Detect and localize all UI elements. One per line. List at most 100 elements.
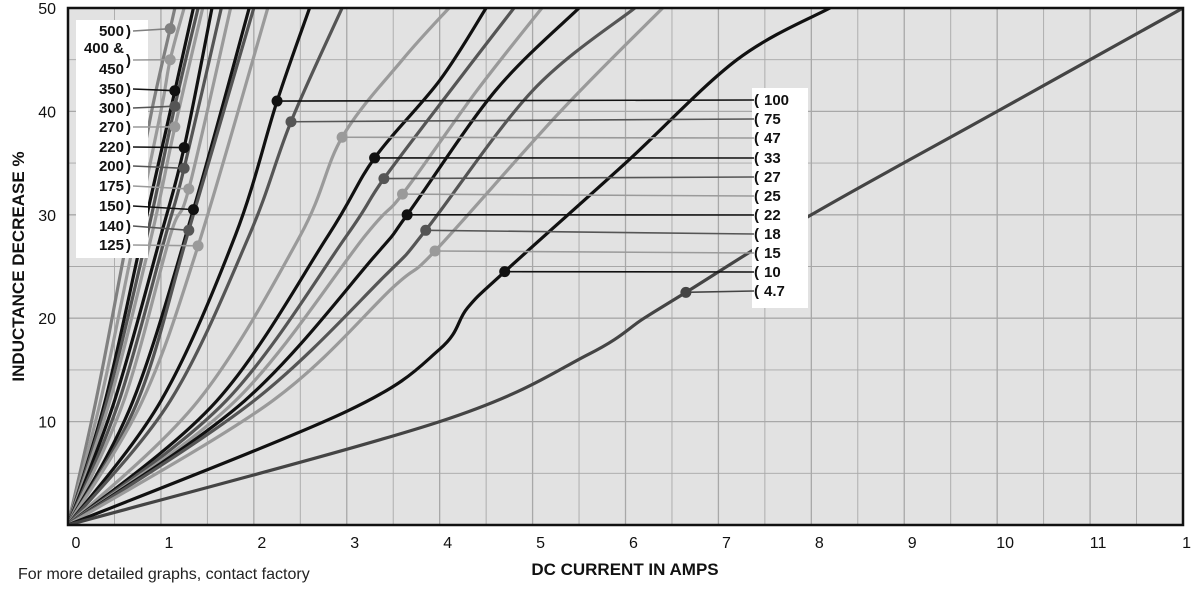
y-tick-label: 40 [38,104,56,121]
series-label: 15 [764,245,781,262]
paren-mark: ( [754,150,759,167]
right-label-box [752,88,808,308]
series-labels: )500)400 &450)350)300)270)220)200)175)15… [76,20,808,308]
series-line-10 [68,8,832,525]
series-line-4-7 [68,8,1183,525]
series-label: 33 [764,150,781,167]
series-line-75 [68,8,344,525]
paren-mark: ) [126,198,131,215]
leader-line [132,27,171,32]
series-label: 270 [99,119,124,136]
leader-line [342,136,755,139]
series-line-175 [68,8,233,525]
y-axis-label: INDUCTANCE DECREASE % [9,151,28,381]
paren-mark: ) [126,139,131,156]
paren-mark: ( [754,283,759,300]
x-tick-label: 12 [1182,535,1191,552]
paren-mark: ( [754,264,759,281]
leader-line [132,185,189,190]
x-axis-label: DC CURRENT IN AMPS [531,560,718,579]
leader-line [402,193,755,197]
paren-mark: ) [126,100,131,117]
series-marker [183,224,195,236]
footnote: For more detailed graphs, contact factor… [18,566,310,583]
series-marker [499,266,511,278]
series-marker [169,121,181,133]
series-marker [397,188,408,200]
series-marker [401,209,413,221]
series-marker [271,95,283,107]
series-marker [336,131,348,143]
series-lines [68,8,1183,525]
paren-mark: ( [754,111,759,128]
y-tick-label: 20 [38,311,56,328]
series-marker [187,204,199,216]
series-label: 10 [764,264,781,281]
series-marker [178,142,190,154]
series-label: 350 [99,81,124,98]
paren-mark: ( [754,92,759,109]
leader-line [132,205,194,211]
series-label: 4.7 [764,283,785,300]
tick-labels: 01234567891011121020304050 [38,1,1191,552]
series-line-100 [68,8,312,525]
paren-mark: ( [754,245,759,262]
paren-mark: ( [754,207,759,224]
series-label: 25 [764,188,781,205]
paren-mark: ( [754,188,759,205]
paren-mark: ( [754,226,759,243]
paren-mark: ( [754,169,759,186]
leader-line [132,244,199,247]
y-tick-label: 10 [38,415,56,432]
series-marker [169,85,181,97]
paren-mark: ) [126,23,131,40]
series-marker [420,224,432,236]
leader-line [132,88,175,92]
x-tick-label: 6 [629,535,638,552]
x-tick-label: 10 [996,535,1014,552]
series-line-47 [68,8,451,525]
series-label: 100 [764,92,789,109]
series-label: 450 [99,61,124,78]
series-label: 18 [764,226,781,243]
series-marker [369,152,381,164]
series-marker [169,100,181,112]
leader-line [425,229,755,235]
x-tick-label: 5 [536,535,545,552]
series-marker [164,54,176,66]
series-marker [680,286,692,298]
series-marker [178,162,190,174]
series-line-150 [68,8,251,525]
series-label: 47 [764,130,781,147]
leader-line [132,146,185,149]
leader-line [132,165,185,170]
series-label: 27 [764,169,781,186]
paren-mark: ( [754,130,759,147]
plot-frame [66,6,1185,527]
series-marker [378,173,390,185]
paren-mark: ) [126,119,131,136]
x-tick-label: 1 [164,535,173,552]
x-tick-label: 0 [72,535,81,552]
series-line-18 [68,8,637,525]
series-label: 22 [764,207,781,224]
series-label: 220 [99,139,124,156]
series-marker [285,116,297,128]
series-marker [429,245,441,257]
series-marker [192,240,204,252]
series-line-15 [68,8,665,525]
series-label: 500 [99,23,124,40]
paren-mark: ) [126,218,131,235]
x-tick-label: 2 [257,535,266,552]
series-label: 200 [99,158,124,175]
paren-mark: ) [126,52,131,69]
series-line-22 [68,8,581,525]
paren-mark: ) [126,81,131,98]
y-tick-label: 30 [38,208,56,225]
x-tick-label: 11 [1090,535,1107,552]
x-tick-label: 9 [908,535,917,552]
series-marker [183,183,195,195]
leader-line [290,118,755,123]
x-tick-label: 4 [443,535,452,552]
